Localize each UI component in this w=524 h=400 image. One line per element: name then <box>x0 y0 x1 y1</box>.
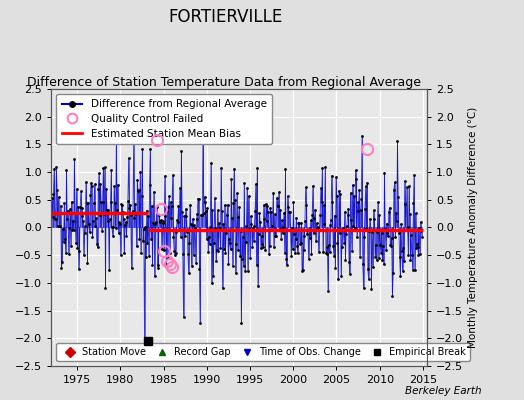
Y-axis label: Monthly Temperature Anomaly Difference (°C): Monthly Temperature Anomaly Difference (… <box>467 107 477 348</box>
Text: Berkeley Earth: Berkeley Earth <box>406 386 482 396</box>
Text: FORTIERVILLE: FORTIERVILLE <box>168 8 282 26</box>
Legend: Station Move, Record Gap, Time of Obs. Change, Empirical Break: Station Move, Record Gap, Time of Obs. C… <box>56 343 470 361</box>
Title: Difference of Station Temperature Data from Regional Average: Difference of Station Temperature Data f… <box>27 76 421 89</box>
